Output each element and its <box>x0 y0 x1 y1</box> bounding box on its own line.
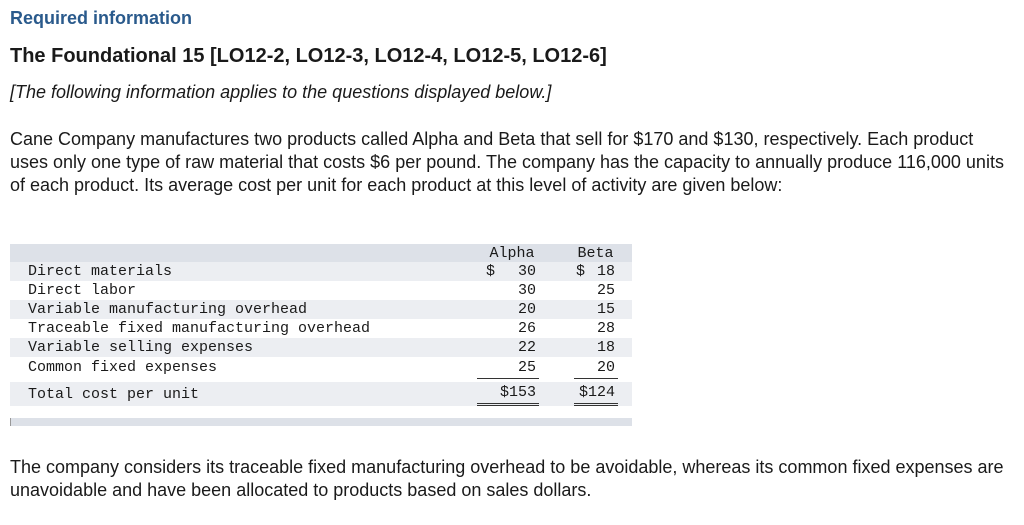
table-scrollbar[interactable] <box>10 418 632 426</box>
total-label: Total cost per unit <box>28 386 200 403</box>
table-row: Common fixed expenses 25 20 <box>10 358 632 377</box>
column-header-beta: Beta <box>577 245 614 262</box>
scrollbar-edge <box>10 418 11 426</box>
subtitle-note: [The following information applies to th… <box>10 82 552 102</box>
subtotal-underline-beta <box>574 378 618 379</box>
row-label: Direct materials <box>28 263 173 280</box>
row-label: Common fixed expenses <box>28 359 218 376</box>
table-row: Direct labor 30 25 <box>10 281 632 300</box>
alpha-value: 22 <box>517 339 536 356</box>
row-label: Direct labor <box>28 282 137 299</box>
beta-value: 20 <box>596 359 615 376</box>
table-row: Variable selling expenses 22 18 <box>10 338 632 357</box>
cost-table: Alpha Beta Direct materials $ 30 $ 18 Di… <box>10 244 632 412</box>
required-information-heading: Required information <box>10 8 193 28</box>
table-row: Traceable fixed manufacturing overhead 2… <box>10 319 632 338</box>
total-double-underline-alpha <box>477 405 539 406</box>
table-row: Variable manufacturing overhead 20 15 <box>10 300 632 319</box>
table-row: Direct materials $ 30 $ 18 <box>10 262 632 281</box>
dollar-sign-beta: $ <box>576 263 586 280</box>
beta-value: 28 <box>596 320 615 337</box>
alpha-value: 25 <box>517 359 536 376</box>
table-header-row: Alpha Beta <box>10 244 632 262</box>
beta-value: 18 <box>596 339 615 356</box>
total-row: Total cost per unit $153 $124 <box>10 382 632 406</box>
row-label: Variable manufacturing overhead <box>28 301 308 318</box>
dollar-sign-alpha: $ <box>486 263 496 280</box>
alpha-value: 30 <box>517 282 536 299</box>
intro-paragraph: Cane Company manufactures two products c… <box>10 129 1004 195</box>
total-underline-alpha <box>477 403 539 404</box>
beta-value: 18 <box>596 263 615 280</box>
row-label: Variable selling expenses <box>28 339 254 356</box>
alpha-value: 26 <box>517 320 536 337</box>
column-header-alpha: Alpha <box>489 245 535 262</box>
beta-value: 15 <box>596 301 615 318</box>
subtotal-underline-alpha <box>477 378 539 379</box>
total-underline-beta <box>574 403 618 404</box>
row-label: Traceable fixed manufacturing overhead <box>28 320 371 337</box>
total-beta-value: $124 <box>578 384 615 401</box>
beta-value: 25 <box>596 282 615 299</box>
closing-paragraph: The company considers its traceable fixe… <box>10 457 1004 500</box>
total-double-underline-beta <box>574 405 618 406</box>
total-alpha-value: $153 <box>499 384 536 401</box>
alpha-value: 30 <box>517 263 536 280</box>
alpha-value: 20 <box>517 301 536 318</box>
page-title: The Foundational 15 [LO12-2, LO12-3, LO1… <box>10 45 607 67</box>
